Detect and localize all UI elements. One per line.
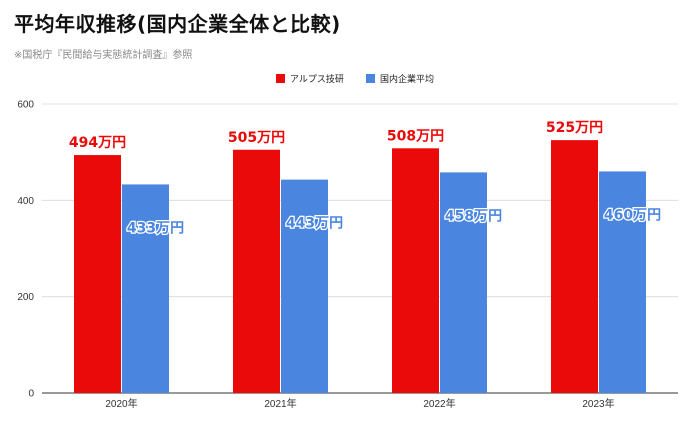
x-tick-label: 2020年 [105,397,137,410]
bar-domestic-average [599,171,646,393]
chart-title: 平均年収推移(国内企業全体と比較) [14,12,341,36]
data-label: 443万円 [286,216,343,232]
data-label: 525万円 [546,120,603,136]
bar-alps-giken [233,149,280,393]
x-axis-ticks: 2020年 2021年 2022年 2023年 [105,397,614,410]
x-tick-label: 2021年 [264,397,296,410]
legend-swatch [366,74,375,83]
x-tick-label: 2022年 [423,397,455,410]
legend: アルプス技研 国内企業平均 [276,73,434,85]
y-tick-label: 200 [17,292,34,303]
data-label: 433万円 [127,220,184,236]
data-label: 494万円 [69,135,126,151]
bar-alps-giken [392,148,439,393]
bar-domestic-average [281,179,328,393]
data-label: 505万円 [228,130,285,146]
bar-alps-giken [74,155,121,393]
y-tick-label: 0 [28,389,34,400]
legend-label: アルプス技研 [290,73,344,85]
chart-subtitle: ※国税庁『民間給与実態統計調査』参照 [14,50,193,61]
bar-domestic-average [440,172,487,393]
y-tick-label: 600 [17,100,34,111]
bar-domestic-average [122,184,169,393]
data-label: 460万円 [604,207,661,223]
data-labels: 494万円 433万円 505万円 443万円 508万円 458万円 525万円 460万円 [69,120,662,238]
y-axis-ticks: 0 200 400 600 [17,100,34,400]
x-tick-label: 2023年 [582,397,614,410]
legend-label: 国内企業平均 [380,73,434,85]
legend-swatch [276,74,285,83]
bars [74,140,646,393]
data-label: 508万円 [387,128,444,144]
data-label: 458万円 [445,208,502,224]
y-tick-label: 400 [17,196,34,207]
bar-alps-giken [551,140,598,393]
